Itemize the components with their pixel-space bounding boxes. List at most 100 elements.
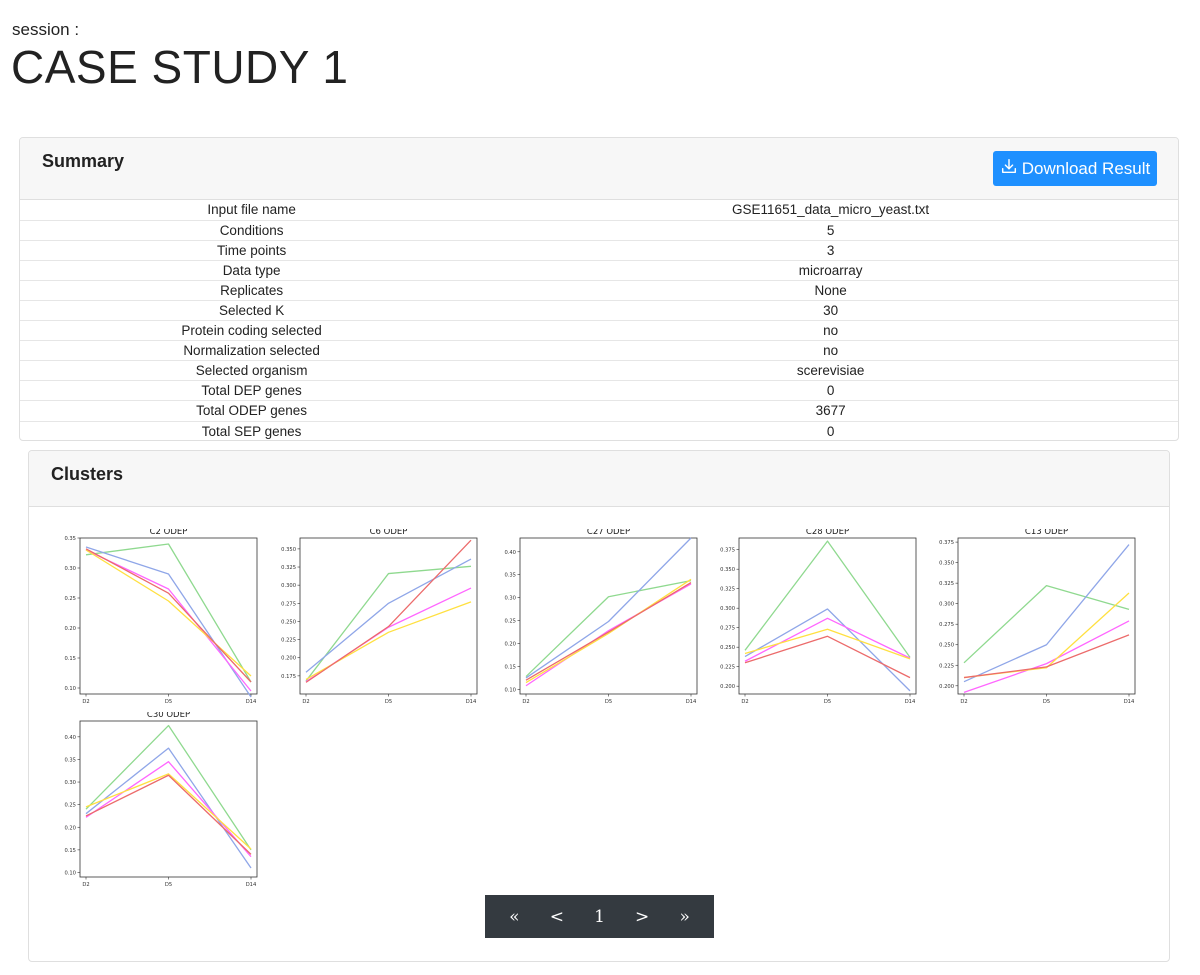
summary-value: 0	[826, 383, 835, 399]
summary-row: Data type microarray	[20, 260, 1178, 281]
series-line	[85, 774, 252, 855]
clusters-header: Clusters	[29, 451, 1169, 507]
chart-title: C2 ODEP	[150, 529, 188, 537]
summary-header: Summary Download Result	[20, 138, 1178, 200]
summary-row: Input file name GSE11651_data_micro_yeast…	[20, 200, 1178, 221]
x-tick-label: D14	[1124, 699, 1135, 705]
summary-key: Selected organism	[195, 363, 308, 379]
y-tick-label: 0.20	[64, 626, 76, 632]
y-tick-label: 0.15	[64, 656, 76, 662]
series-line	[963, 634, 1130, 679]
page-title: CASE STUDY 1	[11, 41, 349, 93]
y-tick-label: 0.175	[281, 674, 296, 680]
y-tick-label: 0.375	[720, 548, 735, 554]
summary-row: Selected K 30	[20, 300, 1178, 321]
summary-value: 30	[823, 303, 839, 319]
summary-card: Summary Download Result Input file name G…	[19, 137, 1179, 441]
summary-row: Total DEP genes 0	[20, 381, 1178, 401]
summary-row: Replicates None	[20, 280, 1178, 301]
y-tick-label: 0.25	[64, 803, 76, 809]
pagination: « < 1 > »	[485, 895, 714, 938]
chart-svg: C2 ODEP 0.10 0.15 0.20 0.25 0.30 0.35 D2 D5 D14	[64, 529, 258, 705]
summary-value: no	[823, 323, 839, 339]
y-tick-label: 0.275	[939, 622, 954, 628]
y-tick-label: 0.325	[281, 565, 296, 571]
download-result-label: Download Result	[1021, 158, 1151, 178]
y-tick-label: 0.350	[939, 561, 954, 567]
series-line	[305, 539, 472, 683]
series-line	[525, 581, 692, 681]
summary-key: Total ODEP genes	[196, 403, 307, 419]
chart-svg: C30 ODEP 0.10 0.15 0.20 0.25 0.30 0.35 0.40 D2 D5…	[64, 712, 258, 888]
x-tick-label: D14	[905, 699, 916, 705]
x-tick-label: D2	[522, 699, 529, 705]
x-tick-label: D2	[82, 699, 89, 705]
summary-value: 5	[826, 222, 835, 238]
cluster-plot-c27: C27 ODEP 0.10 0.15 0.20 0.25 0.30 0.35 0.40 D2 D5…	[487, 529, 702, 709]
series-line	[744, 628, 911, 660]
y-tick-label: 0.275	[281, 601, 296, 607]
summary-key: Time points	[216, 242, 287, 258]
summary-value: microarray	[798, 262, 863, 278]
y-tick-label: 0.325	[939, 581, 954, 587]
y-tick-label: 0.30	[64, 780, 76, 786]
series-line	[85, 773, 252, 850]
summary-value: 3677	[815, 403, 846, 419]
y-tick-label: 0.15	[504, 664, 516, 670]
y-tick-label: 0.300	[720, 606, 735, 612]
series-line	[85, 543, 252, 683]
clusters-title: Clusters	[51, 464, 124, 484]
next-page-button[interactable]: >	[634, 906, 650, 927]
download-icon	[1000, 157, 1018, 180]
x-tick-label: D5	[1043, 699, 1050, 705]
summary-row: Normalization selected no	[20, 341, 1178, 361]
chart-svg: C27 ODEP 0.10 0.15 0.20 0.25 0.30 0.35 0.40 D2 D5…	[504, 529, 698, 705]
summary-table: Input file name GSE11651_data_micro_yeast…	[20, 200, 1178, 440]
y-tick-label: 0.35	[504, 573, 516, 579]
cluster-plot-c28: C28 ODEP 0.200 0.225 0.250 0.275 0.300 0.325 0.…	[706, 529, 921, 709]
first-page-button[interactable]: «	[509, 906, 520, 927]
series-line	[85, 548, 252, 683]
summary-key: Conditions	[219, 222, 284, 238]
y-tick-label: 0.350	[281, 547, 296, 553]
x-tick-label: D5	[385, 699, 392, 705]
x-tick-label: D14	[466, 699, 477, 705]
y-tick-label: 0.325	[720, 587, 735, 593]
download-result-button[interactable]: Download Result	[993, 151, 1157, 186]
summary-value: 3	[826, 242, 835, 258]
summary-key: Protein coding selected	[181, 323, 322, 339]
y-tick-label: 0.200	[939, 684, 954, 690]
y-tick-label: 0.30	[64, 566, 76, 572]
y-tick-label: 0.10	[64, 870, 76, 876]
y-tick-label: 0.250	[281, 619, 296, 625]
page-number-button[interactable]: 1	[594, 906, 605, 927]
summary-value: GSE11651_data_micro_yeast.txt	[732, 202, 930, 218]
prev-page-button[interactable]: <	[549, 906, 565, 927]
series-line	[305, 558, 472, 673]
y-tick-label: 0.25	[64, 596, 76, 602]
series-line	[525, 580, 692, 678]
y-tick-label: 0.40	[64, 735, 76, 741]
summary-row: Conditions 5	[20, 220, 1178, 241]
plot-frame	[957, 537, 1136, 695]
summary-row: Total SEP genes 0	[20, 421, 1178, 440]
series-line	[963, 620, 1130, 693]
series-line	[963, 584, 1130, 664]
plot-frame	[519, 537, 698, 695]
summary-value: 0	[826, 423, 835, 439]
summary-key: Replicates	[220, 282, 284, 298]
x-tick-label: D5	[824, 699, 831, 705]
y-tick-label: 0.200	[720, 684, 735, 690]
y-tick-label: 0.375	[939, 540, 954, 546]
series-line	[85, 549, 252, 677]
summary-row: Time points 3	[20, 240, 1178, 261]
plot-frame	[79, 720, 258, 878]
series-line	[525, 537, 692, 679]
summary-title: Summary	[42, 151, 125, 171]
summary-value: scerevisiae	[796, 363, 865, 379]
y-tick-label: 0.250	[720, 645, 735, 651]
x-tick-label: D2	[82, 882, 89, 888]
summary-key: Normalization selected	[183, 343, 320, 359]
last-page-button[interactable]: »	[679, 906, 690, 927]
x-tick-label: D14	[246, 699, 257, 705]
